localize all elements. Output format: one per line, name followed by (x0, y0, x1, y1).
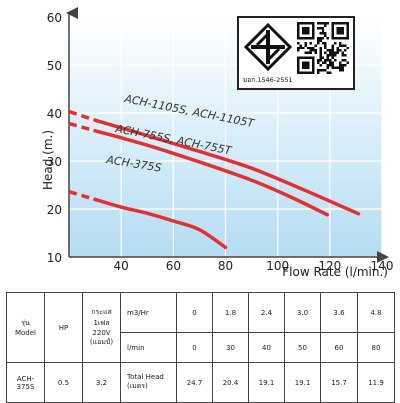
row-label-lmin: l/min (120, 332, 177, 363)
table-cell: 80 (357, 332, 395, 363)
hp-cell: 0.5 (44, 362, 83, 403)
model-cell: ACH- 375S (6, 362, 45, 403)
y-tick-label: 30 (47, 155, 62, 169)
x-tick-label: 120 (318, 259, 341, 273)
table-cell: 2.4 (248, 292, 285, 333)
x-tick-label: 80 (218, 259, 233, 273)
table-cell: 1.8 (212, 292, 249, 333)
qr-code-icon (297, 22, 349, 74)
y-tick-label: 60 (47, 11, 62, 25)
series-dashed-extension (68, 190, 96, 202)
table-cell: 20.4 (212, 362, 249, 403)
current-header: กระแส 1เฟส 220V (แอมป์) (82, 292, 121, 363)
series-line (93, 118, 361, 216)
hp-header: HP (44, 292, 83, 363)
table-cell: 0 (176, 332, 213, 363)
table-cell: 11.9 (357, 362, 395, 403)
table-cell: 19.1 (248, 362, 285, 403)
y-tick-label: 20 (47, 203, 62, 217)
table-cell: 4.8 (357, 292, 395, 333)
y-tick-label: 50 (47, 59, 62, 73)
row-label-total-head: Total Head (เมตร) (120, 362, 177, 403)
table-cell: 50 (284, 332, 321, 363)
row-label-m3hr: m3/Hr (120, 292, 177, 333)
tisi-certificate-badge: มอก.1546-2551 (237, 16, 355, 90)
table-cell: 15.7 (320, 362, 358, 403)
certificate-number: มอก.1546-2551 (243, 76, 293, 84)
series-dashed-extension (68, 109, 96, 122)
table-cell: 0 (176, 292, 213, 333)
series-dashed-extension (68, 121, 96, 133)
table-cell: 19.1 (284, 362, 321, 403)
x-tick-label: 40 (114, 259, 129, 273)
x-axis-title: Flow Rate (l/min.) (282, 265, 388, 279)
tisi-logo-icon (243, 22, 293, 72)
table-cell: 60 (320, 332, 358, 363)
series-line (93, 129, 329, 217)
table-cell: 24.7 (176, 362, 213, 403)
spec-table: รุ่น Model HP กระแส 1เฟส 220V (แอมป์) m3/Hr… (6, 292, 395, 403)
table-cell: 3.6 (320, 292, 358, 333)
model-header: รุ่น Model (6, 292, 45, 363)
current-cell: 3.2 (82, 362, 121, 403)
y-tick-label: 40 (47, 107, 62, 121)
y-axis-title: Head (m.) (41, 130, 55, 190)
y-tick-label: 10 (47, 251, 62, 265)
x-tick-label: 100 (266, 259, 289, 273)
table-cell: 3.0 (284, 292, 321, 333)
series-line (93, 197, 228, 250)
table-cell: 40 (248, 332, 285, 363)
x-tick-label: 60 (166, 259, 181, 273)
table-cell: 30 (212, 332, 249, 363)
